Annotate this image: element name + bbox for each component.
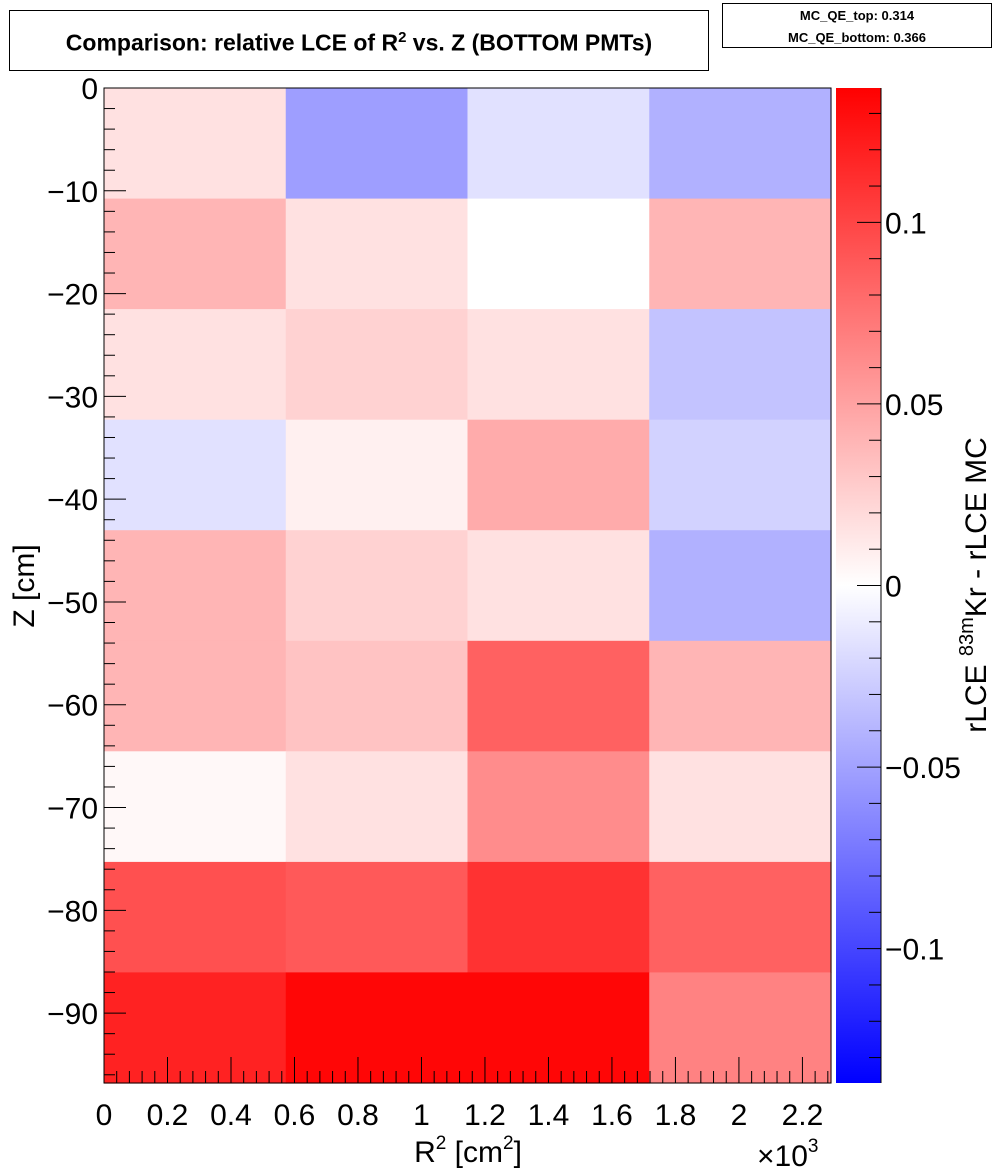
y-tick-label: −10 xyxy=(47,176,98,209)
heatmap-cell xyxy=(285,198,469,310)
x-title-base: R xyxy=(414,1136,436,1169)
x-tick-label: 1.6 xyxy=(591,1099,633,1132)
heatmap-cell xyxy=(467,309,650,421)
colorbar-title-sup: 83m xyxy=(956,617,978,656)
heatmap-cell xyxy=(649,88,832,200)
x-tick-label: 0.4 xyxy=(210,1099,252,1132)
y-tick-label: −90 xyxy=(47,998,98,1031)
heatmap-cell xyxy=(104,309,287,421)
x-title-sup: 2 xyxy=(436,1133,447,1154)
heatmap-cell xyxy=(467,640,650,752)
heatmap-cell xyxy=(649,861,832,973)
heatmap-cell xyxy=(467,861,650,973)
colorbar-tick-label: 0 xyxy=(885,571,902,604)
heatmap-cells xyxy=(104,88,832,1084)
x-tick-label: 1.8 xyxy=(655,1099,697,1132)
colorbar-tick-label: 0.05 xyxy=(885,389,943,422)
x-multiplier-exponent: 3 xyxy=(808,1136,819,1157)
stats-box: MC_QE_top: 0.314 MC_QE_bottom: 0.366 xyxy=(722,3,992,48)
x-tick-label: 1 xyxy=(413,1099,430,1132)
plot-frame xyxy=(103,87,832,1084)
heatmap-cell xyxy=(649,198,832,310)
colorbar-tick-label: −0.1 xyxy=(885,934,944,967)
heatmap-cell xyxy=(649,309,832,421)
heatmap-cell xyxy=(104,530,287,642)
heatmap-cell xyxy=(104,640,287,752)
y-tick-label: −80 xyxy=(47,895,98,928)
x-axis-ticks: 0 0.2 0.4 0.6 0.8 1 1.2 1.4 1.6 1.8 2 2.2 xyxy=(96,1057,829,1132)
x-title-unit-sup: 2 xyxy=(503,1133,514,1154)
heatmap-cell xyxy=(285,972,469,1084)
heatmap-cell xyxy=(649,419,832,531)
x-tick-label: 1.4 xyxy=(528,1099,570,1132)
heatmap-cell xyxy=(285,88,469,200)
stat-qe-bottom: MC_QE_bottom: 0.366 xyxy=(788,30,926,45)
heatmap-cell xyxy=(467,419,650,531)
heatmap-cell xyxy=(104,972,287,1084)
stat-qe-top: MC_QE_top: 0.314 xyxy=(799,8,915,23)
heatmap-cell xyxy=(467,530,650,642)
colorbar-tick-label: −0.05 xyxy=(885,752,961,785)
heatmap-cell xyxy=(649,530,832,642)
colorbar-title: rLCE 83mKr - rLCE MC xyxy=(956,437,993,733)
x-multiplier-base: ×10 xyxy=(757,1140,808,1172)
heatmap-cell xyxy=(104,861,287,973)
title-prefix: Comparison: relative LCE of R xyxy=(65,29,399,56)
x-title-unit: [cm xyxy=(446,1136,503,1169)
y-tick-label: −30 xyxy=(47,381,98,414)
heatmap-cell xyxy=(649,640,832,752)
x-tick-label: 0 xyxy=(96,1099,113,1132)
y-tick-label: −70 xyxy=(47,793,98,826)
colorbar-ticks: 0.1 0.05 0 −0.05 −0.1 xyxy=(857,112,961,1059)
x-title-close: ] xyxy=(514,1136,522,1169)
heatmap-cell xyxy=(285,309,469,421)
heatmap-cell xyxy=(467,972,650,1084)
colorbar-title-post: Kr - rLCE MC xyxy=(960,437,993,617)
x-tick-label: 0.8 xyxy=(337,1099,379,1132)
y-tick-label: −50 xyxy=(47,587,98,620)
x-tick-label: 1.2 xyxy=(464,1099,506,1132)
colorbar-title-pre: rLCE xyxy=(960,656,993,733)
heatmap-cell xyxy=(467,751,650,863)
heatmap-cell xyxy=(285,861,469,973)
heatmap-cell xyxy=(285,751,469,863)
x-tick-label: 0.6 xyxy=(274,1099,316,1132)
chart-title: Comparison: relative LCE of R2 vs. Z (BO… xyxy=(10,29,708,57)
y-tick-label: −60 xyxy=(47,690,98,723)
x-tick-label: 2 xyxy=(731,1099,748,1132)
x-tick-label: 2.2 xyxy=(782,1099,824,1132)
heatmap-cell xyxy=(104,751,287,863)
heatmap-cell xyxy=(285,530,469,642)
heatmap-cell xyxy=(467,88,650,200)
heatmap-cell xyxy=(104,419,287,531)
y-tick-label: 0 xyxy=(81,73,98,106)
heatmap-cell xyxy=(649,751,832,863)
colorbar-tick-label: 0.1 xyxy=(885,207,927,240)
heatmap-cell xyxy=(285,419,469,531)
heatmap-cell xyxy=(104,198,287,310)
heatmap-cell xyxy=(649,972,832,1084)
heatmap-cell xyxy=(285,640,469,752)
x-tick-label: 0.2 xyxy=(147,1099,189,1132)
title-suffix: vs. Z (BOTTOM PMTs) xyxy=(406,29,653,56)
y-tick-label: −40 xyxy=(47,484,98,517)
x-axis-title: R2 [cm2] xyxy=(414,1133,522,1169)
x-axis-multiplier: ×103 xyxy=(757,1136,818,1172)
y-axis-ticks: 0 −10 −20 −30 −40 −50 −60 −70 −80 −90 xyxy=(47,73,126,1076)
y-axis-title: Z [cm] xyxy=(8,544,41,627)
title-superscript: 2 xyxy=(398,29,407,46)
y-tick-label: −20 xyxy=(47,279,98,312)
heatmap-cell xyxy=(104,88,287,200)
chart-title-box: Comparison: relative LCE of R2 vs. Z (BO… xyxy=(9,10,709,71)
heatmap-cell xyxy=(467,198,650,310)
